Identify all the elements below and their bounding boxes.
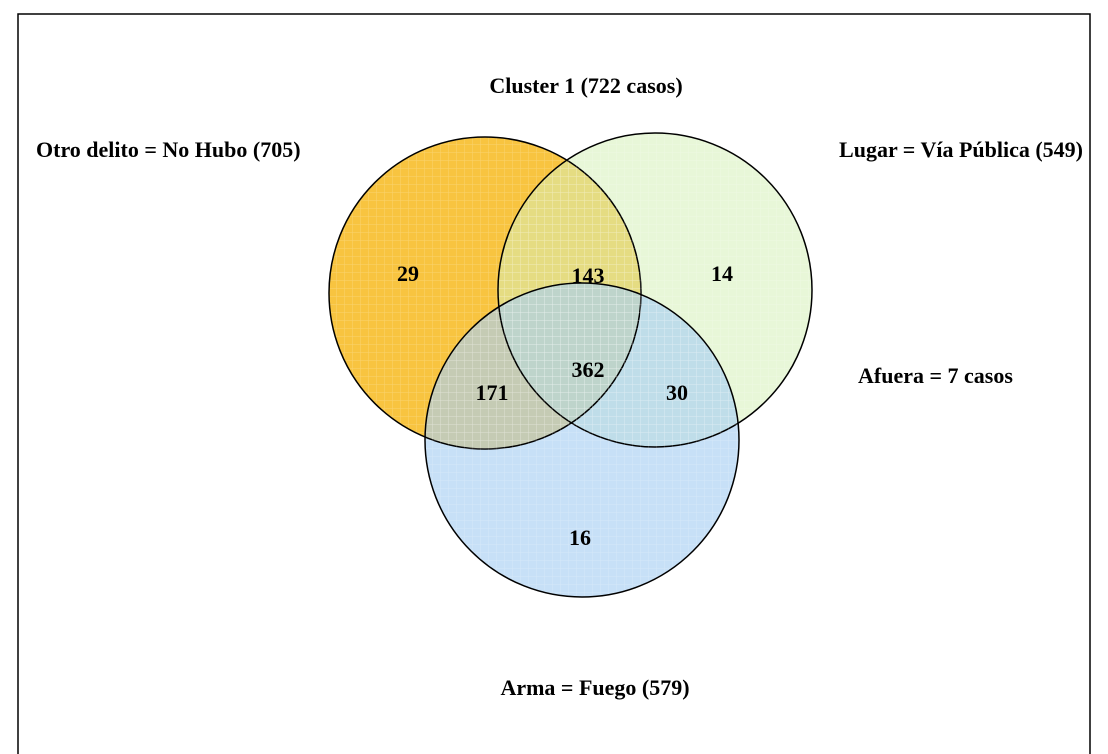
set-label: Arma = Fuego (579)	[500, 675, 689, 700]
region-count: 362	[572, 357, 605, 382]
set-outline	[424, 282, 740, 598]
title: Cluster 1 (722 casos)	[489, 73, 682, 98]
region-count: 171	[476, 380, 509, 405]
region-count: 30	[666, 380, 688, 405]
frame	[17, 13, 1091, 754]
outside-label: Afuera = 7 casos	[858, 363, 1013, 388]
region-count: 143	[572, 263, 605, 288]
region-count: 29	[397, 261, 419, 286]
set-label: Otro delito = No Hubo (705)	[36, 137, 301, 162]
region-count: 14	[711, 261, 733, 286]
set-label: Lugar = Vía Pública (549)	[839, 137, 1083, 162]
region-count: 16	[569, 525, 591, 550]
